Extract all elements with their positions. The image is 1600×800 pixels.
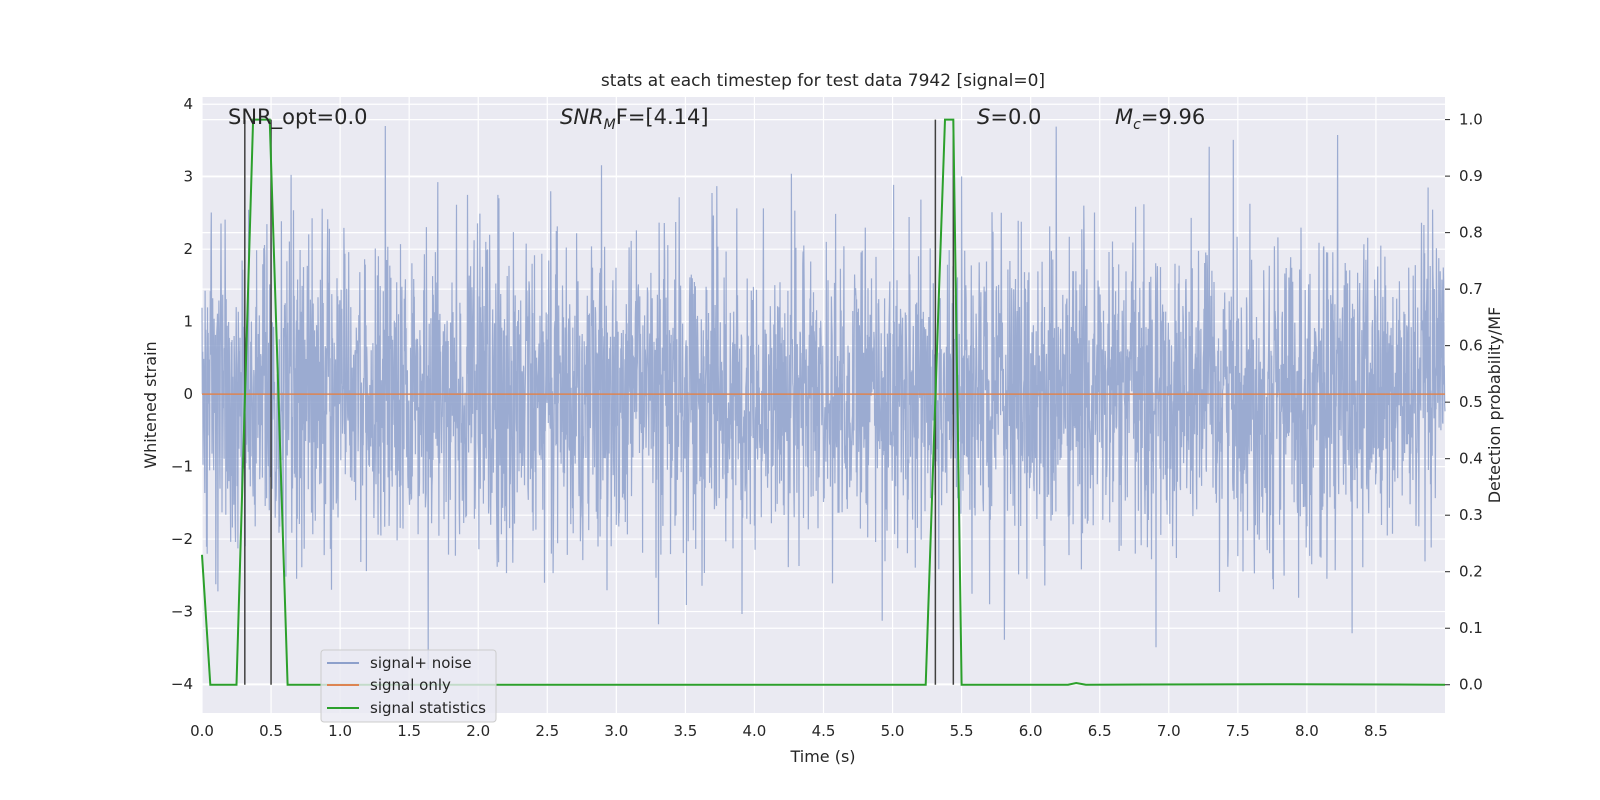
x-tick-label: 1.0 [328,722,352,740]
y-right-tick-label: 0.3 [1459,506,1483,524]
x-tick-label: 4.5 [812,722,836,740]
x-tick-label: 6.0 [1019,722,1043,740]
legend-label-noise: signal+ noise [370,654,472,672]
noise-line [201,125,1446,670]
legend-box [320,649,497,723]
y-right-tick-label: 0.8 [1459,224,1483,242]
signal-statistics-line [201,118,1446,686]
x-axis-label: Time (s) [789,747,855,766]
x-tick-label: 2.5 [535,722,559,740]
s-annotation: S=0.0 [977,105,1041,129]
signal-noise-series [201,125,1446,670]
chart-title: stats at each timestep for test data 794… [601,71,1045,91]
y-tick-label: 3 [183,168,193,186]
x-tick-label: 6.5 [1088,722,1112,740]
x-tick-label: 2.0 [466,722,490,740]
y-tick-label: −3 [171,603,193,621]
x-axis-ticks: 0.0 0.5 1.0 1.5 2.0 2.5 3.0 3.5 4.0 4.5 5.0 5.5 6.0 6… [190,722,1388,740]
mc-tail: =9.96 [1141,105,1205,129]
snr-mf-annotation: SNRMF=[4.14] [560,105,709,133]
y-right-tick-label: 0.1 [1459,619,1483,637]
x-tick-label: 5.5 [950,722,974,740]
x-tick-label: 8.0 [1295,722,1319,740]
y-axis-ticks: 4 3 2 1 0 −1 −2 −3 −4 [171,95,193,693]
y-right-axis-ticks: 1.0 0.9 0.8 0.7 0.6 0.5 0.4 0.3 0.2 0.1 0.0 [1445,111,1483,694]
snr-opt-annotation: SNR_opt=0.0 [228,105,368,130]
y-tick-label: 2 [183,240,193,258]
snr-mf-sub: M [604,117,616,133]
y-right-axis-label: Detection probability/MF [1485,307,1504,504]
x-tick-label: 0.5 [259,722,283,740]
x-tick-label: 4.0 [743,722,767,740]
y-right-tick-label: 0.5 [1459,393,1483,411]
snr-mf-tail: F=[4.14] [616,105,709,129]
signal-statistics-series [201,118,1446,686]
x-tick-label: 7.0 [1157,722,1181,740]
legend: signal+ noise signal only signal statist… [320,649,497,723]
y-tick-label: 1 [183,313,193,331]
x-tick-label: 0.0 [190,722,214,740]
x-tick-label: 7.5 [1226,722,1250,740]
x-tick-label: 5.0 [881,722,905,740]
mc-main: M [1115,105,1133,129]
y-tick-label: 0 [183,385,193,403]
x-tick-label: 1.5 [397,722,421,740]
legend-label-stats: signal statistics [370,699,486,717]
legend-label-signal: signal only [370,676,451,694]
x-tick-label: 3.0 [604,722,628,740]
y-right-tick-label: 0.6 [1459,337,1483,355]
y-right-tick-label: 0.2 [1459,563,1483,581]
y-tick-label: −1 [171,458,193,476]
s-main: S [977,105,990,129]
x-tick-label: 3.5 [673,722,697,740]
mc-annotation: Mc=9.96 [1115,105,1205,133]
y-tick-label: 4 [183,95,193,113]
y-tick-label: −2 [171,530,193,548]
y-right-tick-label: 0.7 [1459,280,1483,298]
y-right-tick-label: 0.0 [1459,676,1483,694]
y-right-tick-label: 0.4 [1459,450,1483,468]
s-tail: =0.0 [990,105,1041,129]
y-tick-label: −4 [171,675,193,693]
snr-mf-main: SNR [560,105,604,129]
x-tick-label: 8.5 [1364,722,1388,740]
y-right-tick-label: 0.9 [1459,167,1483,185]
mc-sub: c [1133,117,1141,133]
y-axis-label: Whitened strain [141,341,160,468]
y-right-tick-label: 1.0 [1459,111,1483,129]
